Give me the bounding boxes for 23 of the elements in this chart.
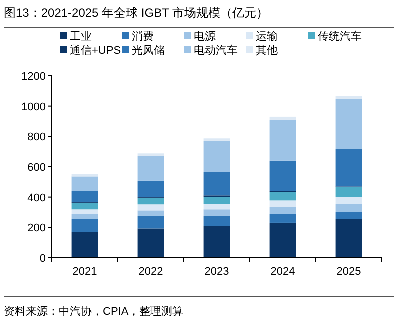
legend-label: 运输 bbox=[256, 30, 278, 43]
legend-label: 光风储 bbox=[132, 44, 165, 57]
legend-label: 通信+UPS bbox=[70, 44, 122, 57]
legend-label: 工业 bbox=[70, 30, 92, 43]
x-tick-label: 2024 bbox=[270, 266, 296, 278]
y-tick-label: 1200 bbox=[22, 71, 46, 83]
x-tick-label: 2021 bbox=[72, 266, 98, 278]
y-tick-label: 1000 bbox=[22, 101, 46, 114]
y-tick-label: 800 bbox=[28, 132, 46, 144]
legend-label: 电动汽车 bbox=[194, 44, 238, 57]
x-tick-label: 2022 bbox=[138, 266, 164, 278]
x-tick-label: 2025 bbox=[336, 266, 362, 278]
chart-title: 图13：2021-2025 年全球 IGBT 市场规模（亿元） bbox=[4, 6, 269, 20]
y-tick-label: 0 bbox=[40, 253, 46, 265]
legend-label: 其他 bbox=[256, 44, 278, 57]
legend-label: 传统汽车 bbox=[318, 30, 362, 43]
y-tick-label: 400 bbox=[28, 192, 46, 204]
legend-label: 电源 bbox=[194, 30, 216, 43]
text: 资料来源：中汽协，CPIA，整理测算 bbox=[4, 305, 184, 318]
y-tick-label: 200 bbox=[28, 222, 46, 235]
y-tick-label: 600 bbox=[28, 162, 46, 174]
legend-label: 消费 bbox=[132, 30, 154, 43]
x-tick-label: 2023 bbox=[204, 266, 230, 278]
